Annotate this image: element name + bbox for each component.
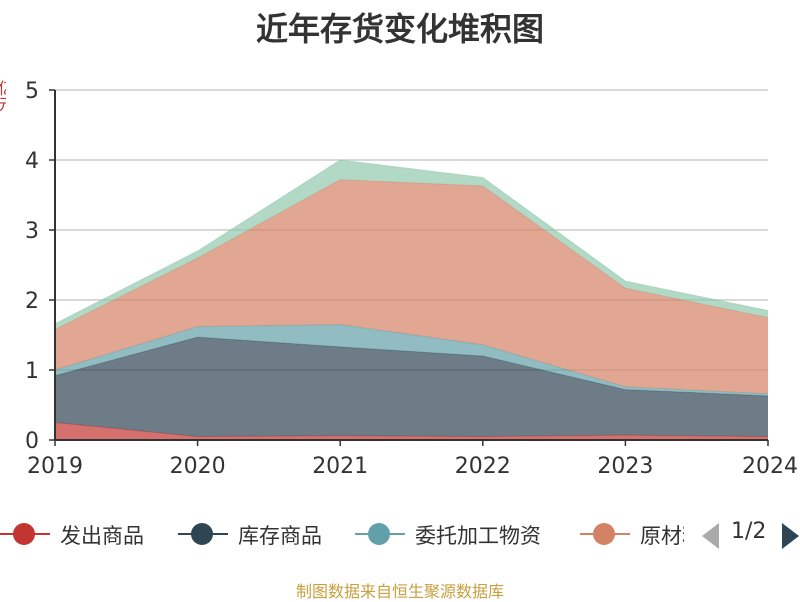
y-axis-label-clip: 亿元: [0, 80, 6, 160]
y-tick-label: 1: [25, 359, 39, 384]
stacked-area-chart: 0 1 2 3 4 5 2019 2020 2021 2022 2023 2024: [25, 79, 798, 479]
y-tick-label: 5: [25, 79, 39, 104]
legend-label: 库存商品: [238, 524, 322, 548]
area-委托加工物资: [55, 324, 768, 396]
x-tick-label: 2022: [455, 454, 511, 479]
legend-marker: [593, 523, 615, 545]
x-tick-label: 2021: [312, 454, 368, 479]
x-tick-label: 2020: [170, 454, 226, 479]
legend-items: 发出商品库存商品委托加工物资原材料周转材料: [0, 516, 684, 552]
legend-page-indicator: 1/2: [731, 519, 767, 544]
legend-next-page-button[interactable]: [782, 523, 799, 549]
series-areas: [54, 159, 769, 440]
y-tick-label: 4: [25, 149, 39, 174]
legend-marker: [191, 523, 213, 545]
source-note: 制图数据来自恒生聚源数据库: [295, 582, 504, 601]
x-tick-label: 2024: [742, 454, 798, 479]
chart-title: 近年存货变化堆积图: [255, 10, 544, 48]
y-tick-label: 3: [25, 219, 39, 244]
legend-marker: [368, 523, 390, 545]
line-周转材料: [54, 159, 769, 325]
legend-label: 原材料: [640, 524, 684, 548]
area-原材料: [55, 179, 768, 394]
legend-label: 发出商品: [60, 524, 144, 548]
legend-label: 委托加工物资: [415, 524, 541, 548]
x-tick-label: 2019: [27, 454, 83, 479]
y-tick-label: 2: [25, 289, 39, 314]
axes: 0 1 2 3 4 5 2019 2020 2021 2022 2023 2024: [25, 79, 798, 479]
x-tick-label: 2023: [597, 454, 653, 479]
y-axis-label: 亿元: [0, 80, 6, 112]
y-tick-label: 0: [25, 429, 39, 454]
legend-marker: [13, 523, 35, 545]
legend: 发出商品库存商品委托加工物资原材料周转材料: [0, 516, 800, 552]
area-库存商品: [55, 337, 768, 437]
legend-prev-page-button[interactable]: [702, 523, 719, 549]
